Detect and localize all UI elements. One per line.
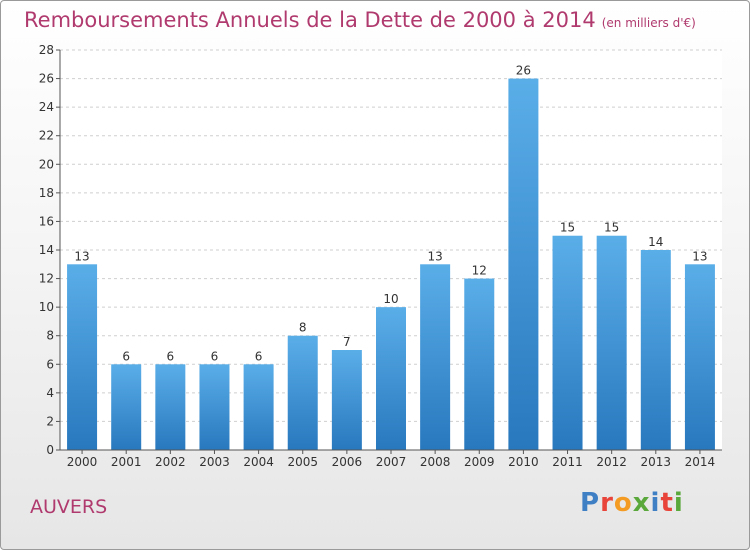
y-tick-label: 10 <box>39 300 54 314</box>
x-tick-label: 2010 <box>508 455 539 469</box>
commune-name: AUVERS <box>30 496 108 518</box>
y-tick-label: 20 <box>39 157 54 171</box>
logo-letter: t <box>660 488 674 518</box>
x-tick-label: 2002 <box>155 455 186 469</box>
logo-letter: o <box>613 488 633 518</box>
bar-value-label: 15 <box>604 221 619 235</box>
bar-value-label: 14 <box>648 235 663 249</box>
chart-subtitle: (en milliers d'€) <box>601 16 696 30</box>
y-tick-label: 26 <box>39 72 54 86</box>
bar-value-label: 8 <box>299 321 307 335</box>
x-tick-label: 2012 <box>596 455 627 469</box>
bar-value-label: 7 <box>343 335 351 349</box>
x-tick-label: 2003 <box>199 455 230 469</box>
x-tick-label: 2005 <box>287 455 318 469</box>
y-tick-label: 8 <box>46 329 54 343</box>
bar-value-label: 13 <box>74 249 89 263</box>
y-tick-label: 6 <box>46 357 54 371</box>
bar-value-label: 15 <box>560 221 575 235</box>
bar <box>420 264 451 450</box>
y-tick-label: 4 <box>46 386 54 400</box>
y-tick-label: 28 <box>39 43 54 57</box>
logo-letter: P <box>580 488 601 518</box>
bar <box>376 307 406 450</box>
x-tick-label: 2013 <box>641 455 672 469</box>
bar <box>596 235 627 450</box>
bar <box>199 364 230 450</box>
logo-letter: i <box>650 488 661 518</box>
y-tick-label: 2 <box>46 414 54 428</box>
bar <box>67 264 98 450</box>
bar <box>684 264 715 450</box>
x-tick-label: 2014 <box>685 455 716 469</box>
bar <box>508 78 539 451</box>
bar-value-label: 13 <box>427 249 442 263</box>
y-tick-label: 18 <box>39 186 54 200</box>
y-tick-label: 22 <box>39 129 54 143</box>
chart-title: Remboursements Annuels de la Dette de 20… <box>24 8 696 32</box>
logo-letter: i <box>673 488 684 518</box>
bar-value-label: 6 <box>211 349 219 363</box>
bar <box>331 350 362 450</box>
logo-letter: x <box>632 488 651 518</box>
bar <box>640 250 671 450</box>
bar-value-label: 6 <box>167 349 175 363</box>
y-tick-label: 16 <box>39 214 54 228</box>
proxiti-logo: Proxiti <box>580 488 684 518</box>
bar <box>243 364 274 450</box>
bar-value-label: 12 <box>472 264 487 278</box>
bar-value-label: 10 <box>383 292 398 306</box>
chart-title-text: Remboursements Annuels de la Dette de 20… <box>24 8 596 32</box>
x-tick-label: 2001 <box>111 455 142 469</box>
bar <box>287 335 318 450</box>
x-tick-label: 2007 <box>376 455 407 469</box>
y-tick-label: 24 <box>39 100 54 114</box>
bar <box>464 278 495 450</box>
x-tick-label: 2004 <box>243 455 274 469</box>
x-tick-label: 2011 <box>552 455 583 469</box>
x-tick-label: 2006 <box>332 455 363 469</box>
y-tick-label: 0 <box>46 443 54 457</box>
x-tick-label: 2000 <box>67 455 98 469</box>
bar <box>552 235 583 450</box>
y-tick-label: 12 <box>39 272 54 286</box>
y-tick-label: 14 <box>39 243 54 257</box>
bar-value-label: 26 <box>516 64 531 78</box>
bar <box>155 364 186 450</box>
bar-value-label: 13 <box>692 249 707 263</box>
bar-value-label: 6 <box>255 349 263 363</box>
bar <box>111 364 142 450</box>
x-tick-label: 2009 <box>464 455 495 469</box>
bar-value-label: 6 <box>122 349 130 363</box>
x-tick-label: 2008 <box>420 455 451 469</box>
logo-letter: r <box>600 488 614 518</box>
